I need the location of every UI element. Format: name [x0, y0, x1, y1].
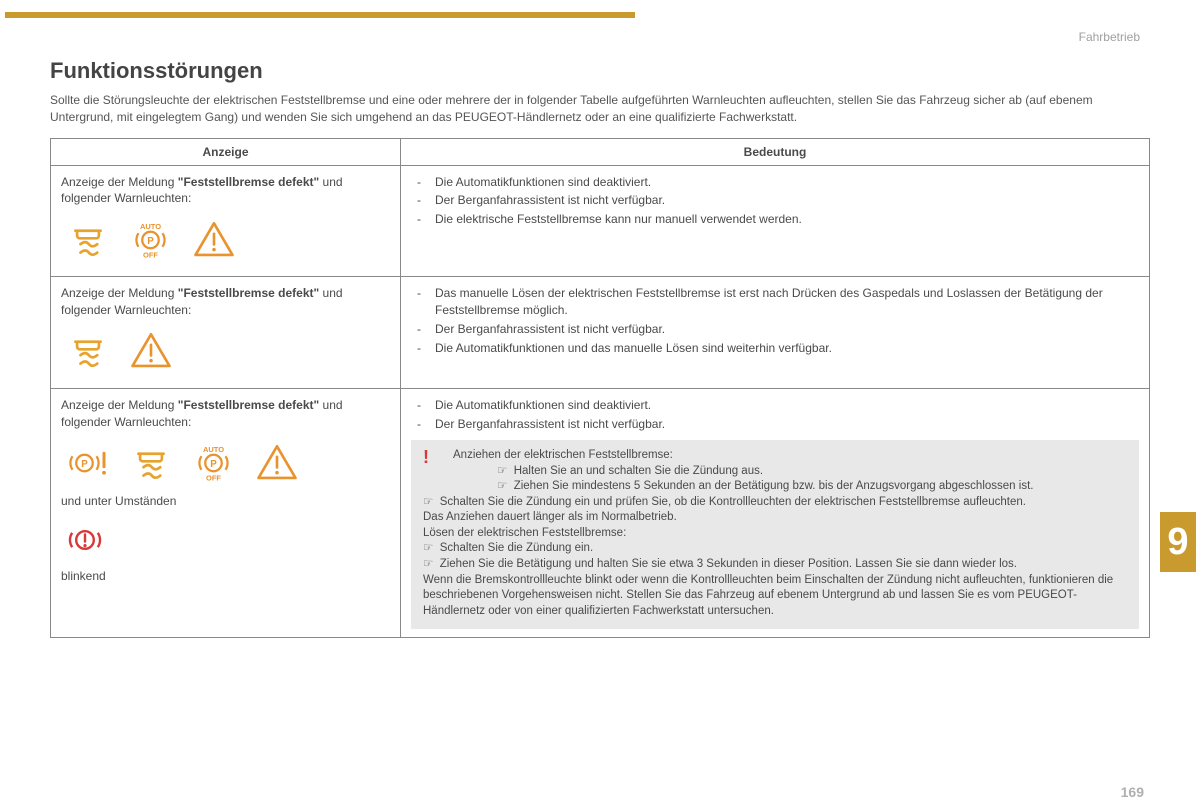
under-text-2: blinkend [61, 568, 390, 585]
under-text-1: und unter Umständen [61, 493, 390, 510]
info-box: ! Anziehen der elektrischen Feststellbre… [411, 440, 1139, 629]
brake-p-warn-icon: P [65, 440, 110, 485]
auto-p-off-icon: AUTO P OFF [128, 217, 173, 262]
esp-skid-icon [65, 217, 110, 262]
warning-triangle-icon [128, 329, 173, 374]
table-row: Anzeige der Meldung "Feststellbremse def… [51, 277, 1150, 389]
intro-paragraph: Sollte die Störungsleuchte der elektrisc… [50, 92, 1150, 126]
esp-skid-icon [65, 329, 110, 374]
table-row: Anzeige der Meldung "Feststellbremse def… [51, 388, 1150, 637]
row-display-text: Anzeige der Meldung "Feststellbremse def… [61, 397, 390, 431]
esp-skid-icon [128, 440, 173, 485]
svg-text:AUTO: AUTO [140, 221, 161, 230]
warning-triangle-icon [191, 217, 236, 262]
meaning-list: Die Automatikfunktionen sind deaktiviert… [411, 397, 1139, 433]
top-accent-bar [5, 12, 635, 18]
svg-text:P: P [210, 459, 217, 470]
table-row: Anzeige der Meldung "Feststellbremse def… [51, 165, 1150, 277]
section-number-tab: 9 [1160, 512, 1196, 572]
row-display-text: Anzeige der Meldung "Feststellbremse def… [61, 285, 390, 319]
meaning-list: Das manuelle Lösen der elektrischen Fest… [411, 285, 1139, 356]
meaning-list: Die Automatikfunktionen sind deaktiviert… [411, 174, 1139, 228]
page-title: Funktionsstörungen [50, 58, 1150, 84]
svg-text:P: P [147, 235, 154, 246]
warning-triangle-icon [254, 440, 299, 485]
svg-text:AUTO: AUTO [203, 445, 224, 454]
section-header: Fahrbetrieb [1079, 30, 1140, 44]
svg-text:OFF: OFF [206, 473, 221, 482]
svg-text:P: P [81, 459, 88, 470]
auto-p-off-icon: AUTO P OFF [191, 440, 236, 485]
malfunction-table: Anzeige Bedeutung Anzeige der Meldung "F… [50, 138, 1150, 638]
brake-excl-red-icon [65, 520, 105, 560]
row-display-text: Anzeige der Meldung "Feststellbremse def… [61, 174, 390, 208]
page-content: Funktionsstörungen Sollte die Störungsle… [0, 58, 1200, 638]
page-number: 169 [1121, 784, 1144, 800]
col-header-meaning: Bedeutung [401, 138, 1150, 165]
col-header-display: Anzeige [51, 138, 401, 165]
svg-text:OFF: OFF [143, 250, 158, 259]
alert-icon: ! [423, 448, 429, 466]
